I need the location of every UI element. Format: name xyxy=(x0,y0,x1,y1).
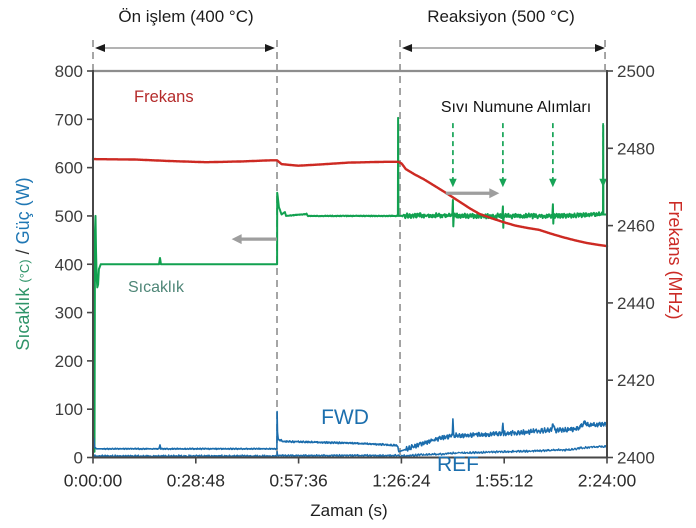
sampling-arrowhead-icon xyxy=(499,178,507,188)
fwd-series-label: FWD xyxy=(321,406,369,429)
phase-span-arrowhead-left xyxy=(95,44,105,52)
left-axis-title-separator: / xyxy=(13,249,34,255)
axis-pointer-arrowhead-icon xyxy=(231,234,242,245)
left-axis-tick-label: 800 xyxy=(55,62,83,81)
left-axis-title-temp-unit: (°C) xyxy=(17,259,33,283)
right-axis-title: Frekans (MHz) xyxy=(664,200,685,320)
series-line-ref xyxy=(92,445,608,458)
left-axis-title-temperature: Sıcaklık xyxy=(13,287,34,351)
frequency-series-label: Frekans xyxy=(134,88,194,106)
x-axis-tick-label: 1:55:12 xyxy=(475,471,533,491)
sampling-arrowhead-icon xyxy=(449,178,457,188)
temperature-series-label: Sıcaklık xyxy=(128,279,185,296)
phase-span-arrowhead-right xyxy=(595,44,605,52)
right-axis-tick-label: 2500 xyxy=(617,62,655,81)
axis-pointer-arrowhead-icon xyxy=(489,188,500,199)
left-axis-tick-label: 100 xyxy=(55,400,83,419)
left-axis-tick-label: 0 xyxy=(74,449,83,468)
sampling-arrowhead-icon xyxy=(549,178,557,188)
x-axis-tick-label: 0:28:48 xyxy=(167,471,225,491)
sampling-arrowhead-icon xyxy=(599,178,607,188)
right-axis-tick-label: 2460 xyxy=(617,217,655,236)
series-line-sıcaklık xyxy=(92,116,608,453)
left-axis-tick-label: 700 xyxy=(55,110,83,129)
left-axis-title-power: Güç (W) xyxy=(13,177,34,245)
left-axis-tick-label: 300 xyxy=(55,304,83,323)
phase-span-arrowhead-right xyxy=(265,44,276,52)
x-axis-tick-label: 0:57:36 xyxy=(269,471,327,491)
right-axis-tick-label: 2440 xyxy=(617,294,655,313)
series-line-fwd xyxy=(92,410,608,457)
left-axis-title: Sıcaklık (°C) / Güç (W) xyxy=(13,177,34,351)
left-axis-tick-label: 400 xyxy=(55,255,83,274)
x-axis-tick-label: 0:00:00 xyxy=(64,471,123,491)
right-axis-tick-label: 2420 xyxy=(617,371,655,390)
liquid-sampling-label: Sıvı Numune Alımları xyxy=(440,99,592,116)
x-axis-title: Zaman (s) xyxy=(310,501,388,520)
left-axis-tick-label: 600 xyxy=(55,159,83,178)
phase-title-pretreatment: Ön işlem (400 °C) xyxy=(118,7,254,26)
left-axis-tick-label: 500 xyxy=(55,207,83,226)
ref-series-label: REF xyxy=(437,453,479,476)
phase-title-reaction: Reaksiyon (500 °C) xyxy=(427,7,575,26)
left-axis-tick-label: 200 xyxy=(55,352,83,371)
right-axis-tick-label: 2400 xyxy=(617,449,655,468)
right-axis-tick-label: 2480 xyxy=(617,139,655,158)
phase-span-arrowhead-left xyxy=(402,44,413,52)
series-line-frekans xyxy=(91,157,609,248)
x-axis-tick-label: 1:26:24 xyxy=(372,471,431,491)
x-axis-tick-label: 2:24:00 xyxy=(578,471,637,491)
